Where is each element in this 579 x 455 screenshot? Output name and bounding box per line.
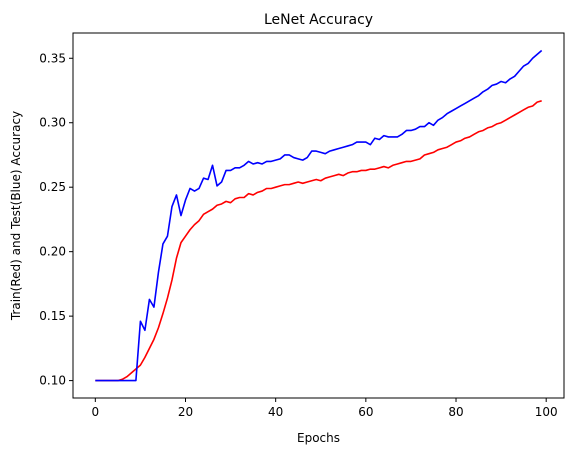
y-tick-label: 0.25 xyxy=(39,180,66,194)
x-tick-label: 60 xyxy=(358,405,373,419)
y-axis: 0.10 0.15 0.20 0.25 0.30 0.35 xyxy=(39,51,73,388)
series-line-1 xyxy=(95,49,543,382)
y-tick-label: 0.35 xyxy=(39,51,66,65)
series-layer xyxy=(95,49,543,382)
x-tick-label: 100 xyxy=(535,405,558,419)
x-axis: 0 20 40 60 80 100 xyxy=(91,398,558,419)
y-tick-label: 0.10 xyxy=(39,374,66,388)
x-tick-label: 80 xyxy=(448,405,463,419)
series-line-0 xyxy=(95,100,542,382)
chart-title: LeNet Accuracy xyxy=(264,12,373,28)
plot-frame xyxy=(72,32,565,399)
x-tick-label: 20 xyxy=(178,405,193,419)
y-tick-label: 0.30 xyxy=(39,116,66,130)
y-axis-label: Train(Red) and Test(Blue) Accuracy xyxy=(9,111,23,321)
x-axis-label: Epochs xyxy=(297,431,340,445)
y-tick-label: 0.20 xyxy=(39,245,66,259)
x-tick-label: 40 xyxy=(268,405,283,419)
y-tick-label: 0.15 xyxy=(39,309,66,323)
x-tick-label: 0 xyxy=(91,405,99,419)
